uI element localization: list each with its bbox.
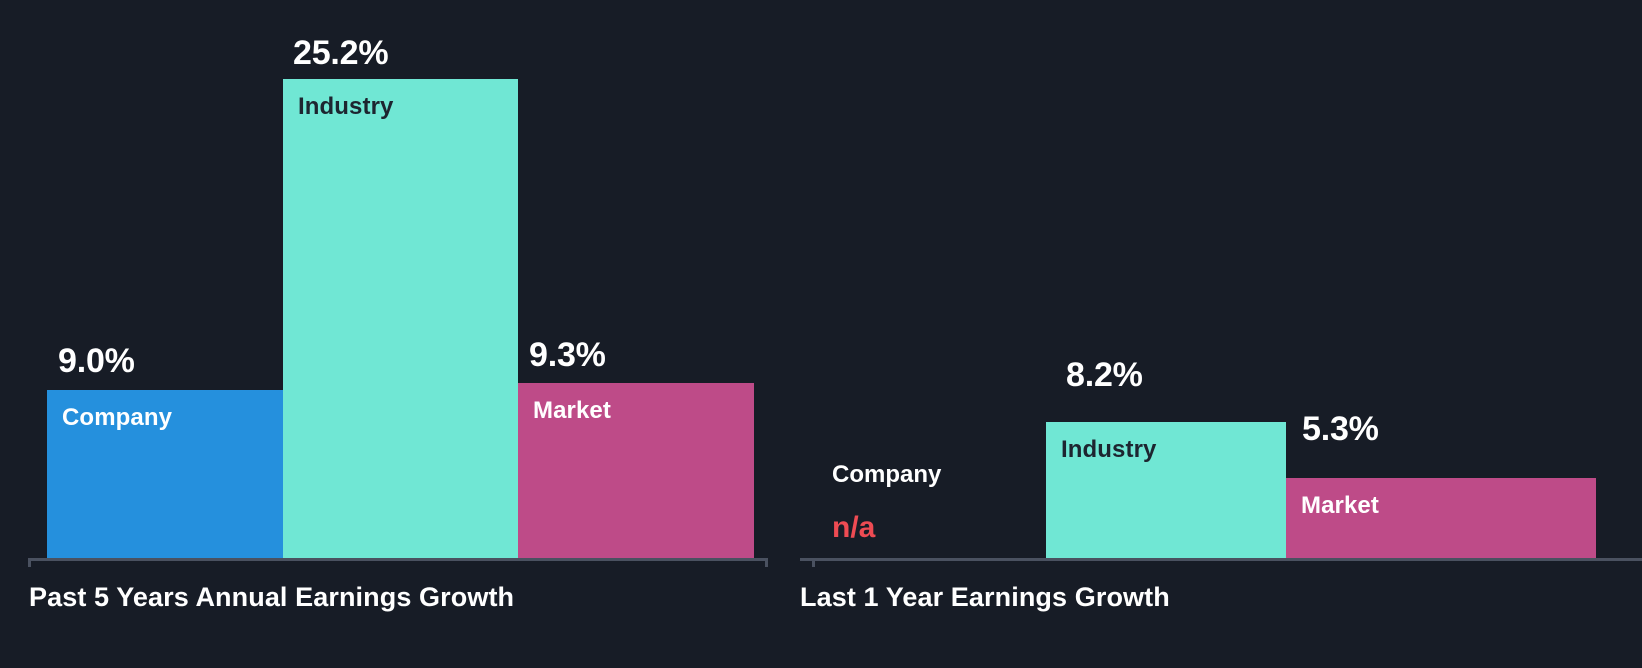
bar-label-industry-right: Industry	[1061, 436, 1157, 463]
chart-panel-last-1-year: Company n/a Industry 8.2% Market 5.3% La…	[790, 0, 1642, 668]
axis-tick-left-start	[28, 558, 31, 567]
value-label-industry-left: 25.2%	[293, 34, 389, 72]
bar-market-right[interactable]: Market	[1286, 478, 1596, 558]
bar-company-left[interactable]: Company	[47, 390, 283, 558]
value-label-company-right: n/a	[832, 511, 876, 544]
bar-label-market-left: Market	[533, 397, 611, 424]
axis-tick-right-start	[812, 558, 815, 567]
bar-industry-left[interactable]: Industry	[283, 79, 518, 558]
bar-label-market-right: Market	[1301, 492, 1379, 519]
bar-industry-right[interactable]: Industry	[1046, 422, 1286, 558]
bar-label-industry-left: Industry	[298, 93, 394, 120]
chart-panel-past-5-years: Company 9.0% Industry 25.2% Market 9.3% …	[0, 0, 790, 668]
bar-label-company-left: Company	[62, 404, 173, 431]
value-label-market-left: 9.3%	[529, 336, 606, 374]
chart-title-last-1-year: Last 1 Year Earnings Growth	[800, 582, 1170, 612]
axis-baseline-right	[800, 558, 1642, 561]
plot-area-right: Company n/a Industry 8.2% Market 5.3%	[790, 0, 1642, 558]
group-company-right: Company n/a	[832, 463, 941, 543]
bar-label-company-right: Company	[832, 461, 942, 488]
chart-title-past-5-years: Past 5 Years Annual Earnings Growth	[29, 582, 515, 612]
value-label-company-left: 9.0%	[58, 342, 135, 380]
plot-area-left: Company 9.0% Industry 25.2% Market 9.3%	[0, 0, 790, 558]
bar-market-left[interactable]: Market	[518, 383, 754, 558]
axis-tick-left-end	[765, 558, 768, 567]
axis-baseline-left	[28, 558, 768, 561]
value-label-market-right: 5.3%	[1302, 410, 1379, 448]
value-label-industry-right: 8.2%	[1066, 356, 1143, 394]
